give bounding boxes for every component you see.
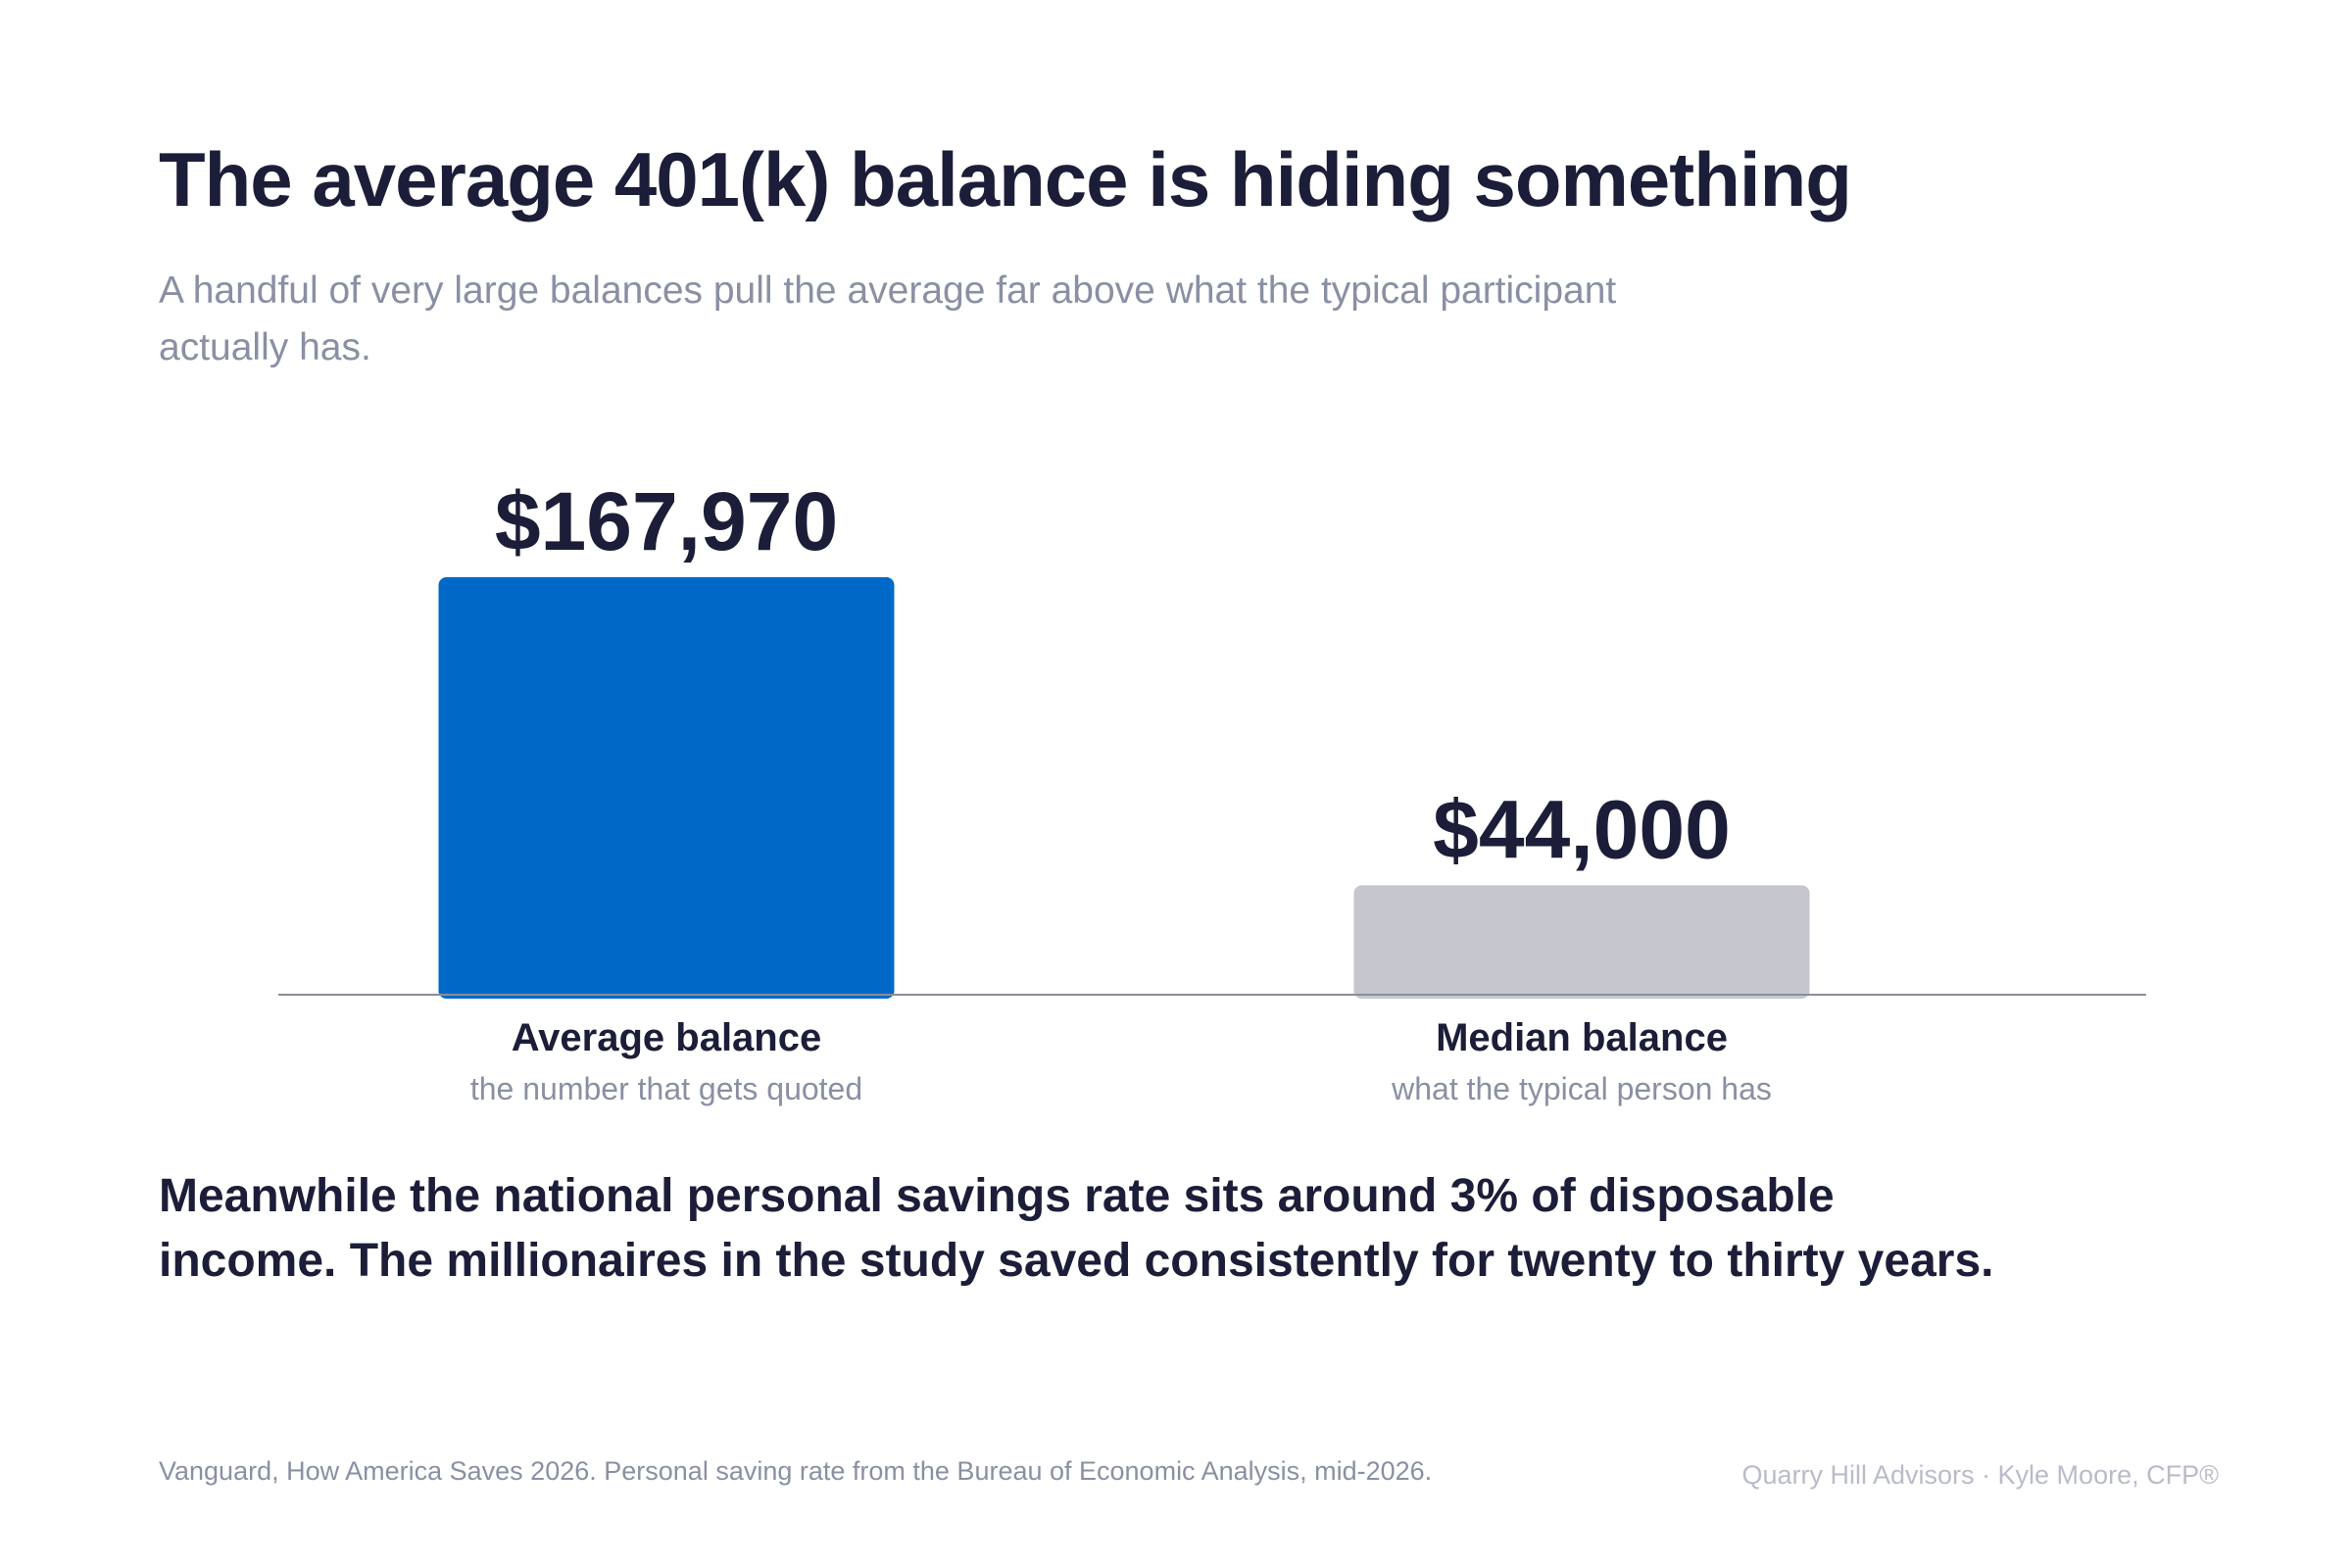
author-credit: Quarry Hill Advisors · Kyle Moore, CFP® bbox=[1741, 1460, 2219, 1490]
category-sublabel-median: what the typical person has bbox=[1391, 1071, 1772, 1106]
value-label-median: $44,000 bbox=[1433, 783, 1731, 875]
category-label-average: Average balance bbox=[512, 1016, 821, 1059]
bar-chart: $167,970 Average balance the number that g… bbox=[278, 475, 2146, 1106]
category-sublabel-average: the number that gets quoted bbox=[470, 1071, 862, 1106]
savings-rate-note: Meanwhile the national personal savings … bbox=[159, 1170, 1994, 1287]
chart-title: The average 401(k) balance is hiding som… bbox=[159, 136, 1852, 222]
bar-average bbox=[438, 577, 895, 999]
value-label-average: $167,970 bbox=[495, 475, 838, 567]
chart-subtitle: A handful of very large balances pull th… bbox=[159, 270, 1617, 368]
bar-median bbox=[1353, 885, 1810, 999]
category-label-median: Median balance bbox=[1436, 1016, 1728, 1059]
source-citation: Vanguard, How America Saves 2026. Person… bbox=[159, 1456, 1433, 1486]
